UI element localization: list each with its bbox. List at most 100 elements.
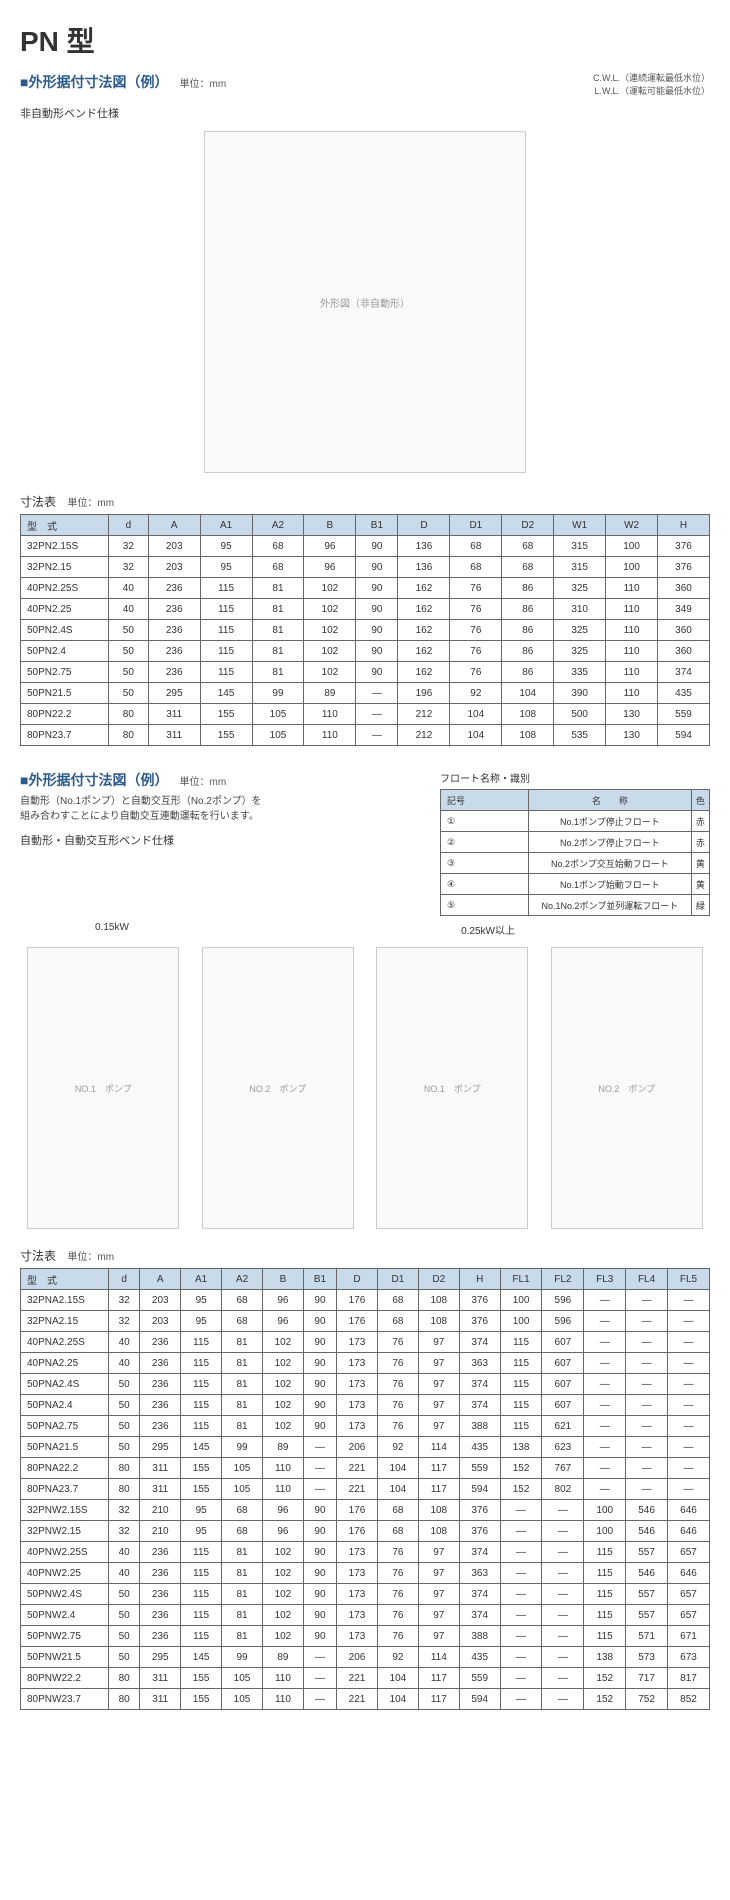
table-row: 32PNW2.15S322109568969017668108376——1005… [21, 1500, 710, 1521]
table-cell: 210 [140, 1500, 181, 1521]
col-header: D1 [377, 1269, 418, 1290]
table-cell: 90 [303, 1542, 336, 1563]
table-cell: 76 [450, 620, 502, 641]
table-cell: 435 [459, 1437, 500, 1458]
table-cell: 86 [502, 578, 554, 599]
table-cell: 32PNA2.15 [21, 1311, 109, 1332]
table-cell: 68 [252, 536, 304, 557]
col-header: D2 [418, 1269, 459, 1290]
col-header: A2 [222, 1269, 263, 1290]
table-cell: 108 [418, 1521, 459, 1542]
col-header: FL5 [668, 1269, 710, 1290]
col-header: A1 [200, 515, 252, 536]
table-cell: 115 [181, 1584, 222, 1605]
table-cell: 138 [584, 1647, 626, 1668]
table-cell: 104 [377, 1689, 418, 1710]
table-cell: — [668, 1290, 710, 1311]
table-cell: — [668, 1353, 710, 1374]
table-cell: 173 [337, 1584, 378, 1605]
table-cell: 89 [304, 683, 356, 704]
table-cell: 105 [222, 1458, 263, 1479]
table-cell: — [668, 1374, 710, 1395]
table-cell: — [303, 1647, 336, 1668]
table1-unit: 単位：mm [67, 498, 114, 509]
table-cell: 110 [606, 641, 658, 662]
table-cell: 115 [200, 620, 252, 641]
table-cell: 374 [658, 662, 710, 683]
col-header: H [459, 1269, 500, 1290]
table-cell: 115 [500, 1332, 542, 1353]
table-cell: 97 [418, 1332, 459, 1353]
col-header: D [398, 515, 450, 536]
table-cell: 81 [252, 620, 304, 641]
table-cell: 108 [418, 1311, 459, 1332]
table-cell: 32 [109, 557, 149, 578]
table-cell: 236 [140, 1605, 181, 1626]
col-header: 記号 [441, 790, 529, 811]
table-cell: 390 [554, 683, 606, 704]
table-cell: 374 [459, 1542, 500, 1563]
section1-subtype: 非自動形ベンド仕様 [20, 105, 710, 121]
table-cell: 594 [658, 725, 710, 746]
table-cell: 546 [626, 1500, 668, 1521]
table-cell: 50PN2.4 [21, 641, 109, 662]
table2-title-text: 寸法表 [20, 1249, 56, 1263]
table-cell: 752 [626, 1689, 668, 1710]
table-cell: 76 [377, 1542, 418, 1563]
table-cell: — [668, 1416, 710, 1437]
table-cell: ⑤ [441, 895, 529, 916]
table-cell: 50PN21.5 [21, 683, 109, 704]
diagram1-placeholder: 外形図（非自動形） [204, 131, 526, 473]
table-cell: — [542, 1668, 584, 1689]
table-cell: 852 [668, 1689, 710, 1710]
table-cell: 155 [181, 1668, 222, 1689]
table-cell: 95 [181, 1290, 222, 1311]
table-cell: 176 [337, 1500, 378, 1521]
table-cell: 102 [262, 1626, 303, 1647]
table-cell: ③ [441, 853, 529, 874]
table-cell: 388 [459, 1416, 500, 1437]
table-cell: 86 [502, 599, 554, 620]
table-cell: 50PNA2.4 [21, 1395, 109, 1416]
table-cell: 646 [668, 1500, 710, 1521]
table-cell: 559 [459, 1458, 500, 1479]
table-cell: 376 [658, 536, 710, 557]
table-cell: — [626, 1353, 668, 1374]
col-header: A [140, 1269, 181, 1290]
table-row: 50PNA2.45023611581102901737697374115607—… [21, 1395, 710, 1416]
table-cell: — [584, 1353, 626, 1374]
table-cell: 236 [140, 1563, 181, 1584]
table-cell: 115 [500, 1416, 542, 1437]
table-cell: 173 [337, 1353, 378, 1374]
col-header: B [262, 1269, 303, 1290]
table-cell: 81 [222, 1542, 263, 1563]
table-cell: 90 [356, 578, 398, 599]
table-cell: 376 [658, 557, 710, 578]
col-header: B1 [356, 515, 398, 536]
table-cell: 152 [500, 1479, 542, 1500]
table-cell: 32PN2.15 [21, 557, 109, 578]
table-cell: 110 [262, 1458, 303, 1479]
table-row: 32PNA2.15322039568969017668108376100596—… [21, 1311, 710, 1332]
table-cell: 40PNW2.25S [21, 1542, 109, 1563]
table-cell: 76 [450, 641, 502, 662]
table-cell: 376 [459, 1521, 500, 1542]
table-cell: 32 [109, 1500, 140, 1521]
table-row: 80PN23.780311155105110—21210410853513059… [21, 725, 710, 746]
table-cell: 607 [542, 1332, 584, 1353]
col-header: d [109, 1269, 140, 1290]
table-cell: — [303, 1458, 336, 1479]
table-cell: 80 [109, 1458, 140, 1479]
table-cell: 80PNA23.7 [21, 1479, 109, 1500]
table-cell: 203 [148, 536, 200, 557]
table-cell: 100 [500, 1311, 542, 1332]
table-cell: 311 [148, 725, 200, 746]
table-cell: — [303, 1668, 336, 1689]
table-cell: 81 [252, 578, 304, 599]
table-cell: — [500, 1563, 542, 1584]
table-cell: 203 [148, 557, 200, 578]
table-row: 50PNW2.4S5023611581102901737697374——1155… [21, 1584, 710, 1605]
table-cell: — [668, 1332, 710, 1353]
col-header: 色 [691, 790, 709, 811]
table-cell: 80 [109, 1689, 140, 1710]
